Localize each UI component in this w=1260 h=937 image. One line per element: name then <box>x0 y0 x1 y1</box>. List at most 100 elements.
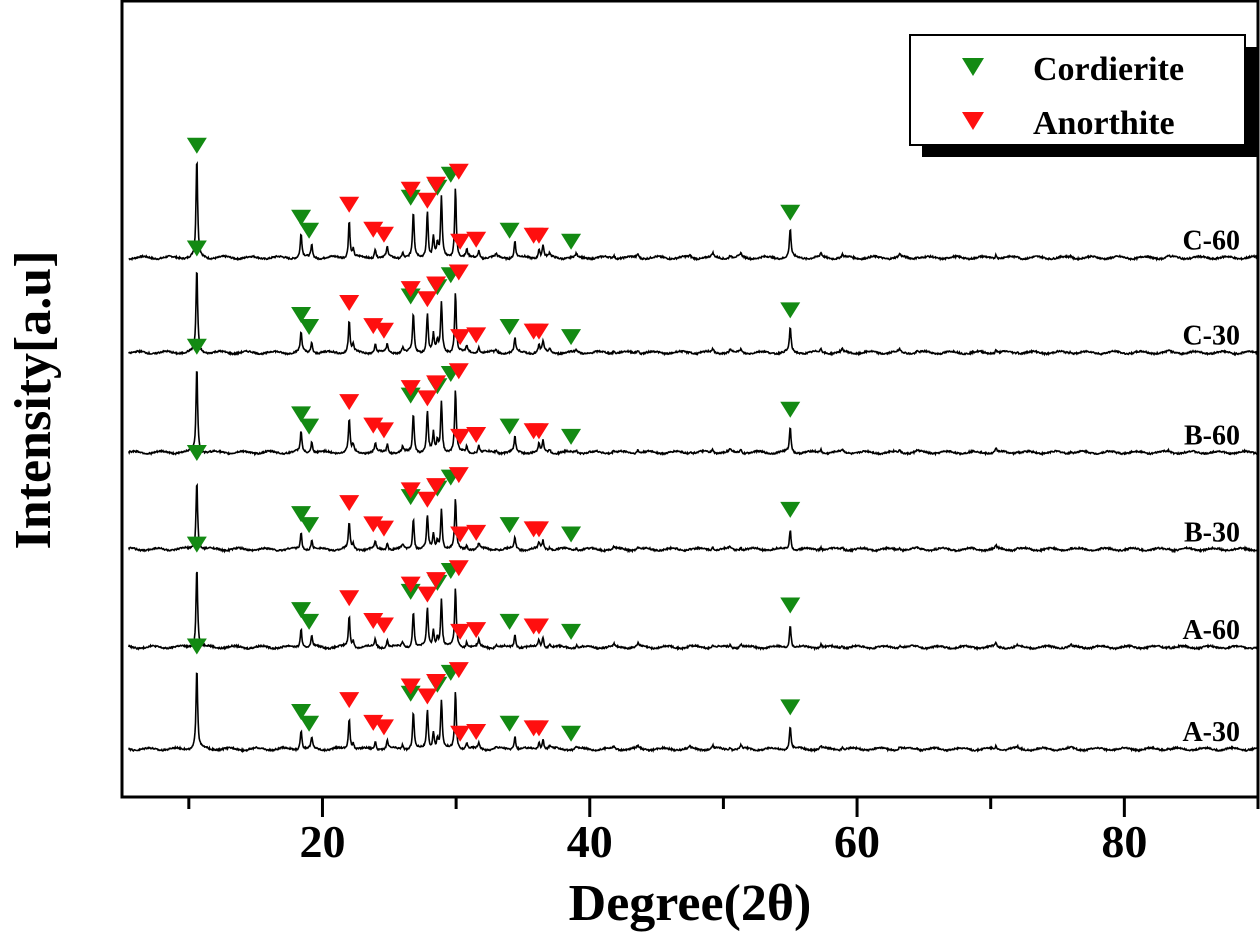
anorthite-marker <box>373 617 394 634</box>
anorthite-marker <box>363 714 384 731</box>
anorthite-marker <box>448 467 469 484</box>
anorthite-marker <box>417 491 438 508</box>
plot-frame <box>120 0 1260 799</box>
cordierite-marker <box>291 306 312 323</box>
series-label-B-60: B-60 <box>1184 420 1240 451</box>
anorthite-marker <box>339 590 360 607</box>
cordierite-marker <box>780 699 801 716</box>
x-tick-label: 80 <box>1101 816 1147 867</box>
cordierite-marker <box>186 536 207 553</box>
anorthite-marker <box>363 221 384 238</box>
anorthite-marker <box>450 526 471 543</box>
cordierite-marker <box>561 329 582 346</box>
cordierite-marker <box>561 526 582 543</box>
series-label-A-60: A-60 <box>1182 615 1240 646</box>
anorthite-marker <box>450 233 471 250</box>
cordierite-marker <box>186 638 207 655</box>
series-label-A-30: A-30 <box>1182 717 1240 748</box>
cordierite-marker <box>291 209 312 226</box>
cordierite-marker <box>186 137 207 154</box>
anorthite-marker <box>426 276 447 293</box>
x-tick-label: 20 <box>299 816 345 867</box>
cordierite-marker <box>561 725 582 742</box>
anorthite-marker <box>363 613 384 630</box>
anorthite-marker <box>373 226 394 243</box>
anorthite-marker <box>528 521 549 538</box>
anorthite-marker <box>426 375 447 392</box>
anorthite-marker <box>448 163 469 180</box>
anorthite-marker <box>448 264 469 281</box>
cordierite-marker <box>561 233 582 250</box>
anorthite-marker <box>363 516 384 533</box>
anorthite-marker <box>339 394 360 411</box>
cordierite-marker <box>299 613 320 630</box>
anorthite-marker <box>363 417 384 434</box>
anorthite-marker <box>373 422 394 439</box>
anorthite-marker <box>450 329 471 346</box>
cordierite-marker <box>499 319 520 336</box>
trace-B-60 <box>127 371 1259 457</box>
anorthite-marker <box>339 196 360 213</box>
trace-C-30 <box>128 271 1259 357</box>
cordierite-marker <box>499 222 520 239</box>
legend-anorthite-label: Anorthite <box>1033 105 1175 142</box>
anorthite-marker <box>400 181 421 198</box>
anorthite-marker <box>528 423 549 440</box>
cordierite-marker <box>291 602 312 619</box>
anorthite-marker <box>400 380 421 397</box>
cordierite-marker <box>299 222 320 239</box>
anorthite-marker <box>417 192 438 209</box>
anorthite-marker <box>373 322 394 339</box>
cordierite-marker <box>299 715 320 732</box>
anorthite-marker <box>426 673 447 690</box>
anorthite-marker <box>373 520 394 537</box>
cordierite-marker <box>291 406 312 423</box>
anorthite-marker <box>466 327 487 344</box>
anorthite-marker <box>450 725 471 742</box>
anorthite-marker <box>426 176 447 193</box>
x-tick-label: 40 <box>567 816 613 867</box>
trace-B-30 <box>127 482 1258 554</box>
anorthite-marker <box>400 576 421 593</box>
x-axis-title: Degree(2θ) <box>569 875 812 932</box>
anorthite-marker <box>339 294 360 311</box>
series-labels: C-60 C-30 B-60 B-30 A-60 A-30 <box>1182 226 1240 748</box>
cordierite-marker <box>299 418 320 435</box>
cordierite-marker <box>561 623 582 640</box>
legend-cordierite-label: Cordierite <box>1033 51 1184 88</box>
anorthite-marker <box>417 390 438 407</box>
trace-A-30 <box>127 672 1259 754</box>
cordierite-marker <box>186 240 207 257</box>
anorthite-marker <box>466 723 487 740</box>
cordierite-marker <box>561 428 582 445</box>
anorthite-marker <box>450 623 471 640</box>
cordierite-marker <box>186 338 207 355</box>
cordierite-marker <box>499 517 520 534</box>
anorthite-marker <box>528 720 549 737</box>
cordierite-marker <box>780 401 801 418</box>
anorthite-marker <box>448 662 469 679</box>
anorthite-marker <box>466 231 487 248</box>
cordierite-marker <box>186 445 207 462</box>
cordierite-marker <box>299 319 320 336</box>
anorthite-marker <box>417 291 438 308</box>
series-label-B-30: B-30 <box>1184 517 1240 548</box>
anorthite-marker <box>339 692 360 709</box>
cordierite-marker <box>780 204 801 221</box>
trace-C-60 <box>128 160 1259 262</box>
anorthite-marker <box>400 482 421 499</box>
cordierite-marker <box>499 613 520 630</box>
anorthite-marker <box>426 478 447 495</box>
series-label-C-60: C-60 <box>1182 226 1240 257</box>
anorthite-marker <box>373 719 394 736</box>
anorthite-marker <box>400 281 421 298</box>
traces <box>127 160 1259 754</box>
cordierite-marker <box>291 703 312 720</box>
series-label-C-30: C-30 <box>1182 321 1240 352</box>
x-tick-label: 60 <box>834 816 880 867</box>
anorthite-marker <box>339 495 360 512</box>
anorthite-marker <box>466 427 487 444</box>
phase-markers <box>186 137 801 742</box>
anorthite-marker <box>528 323 549 340</box>
anorthite-marker <box>528 227 549 244</box>
